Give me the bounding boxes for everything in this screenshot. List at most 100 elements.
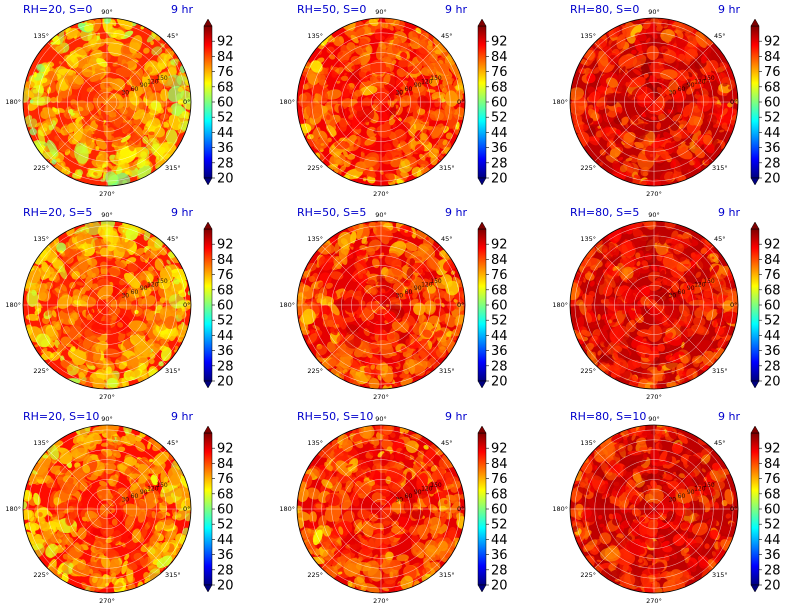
colorbar-tick-label: 92 (491, 35, 508, 50)
panel-time-label: 9 hr (171, 206, 193, 219)
polar-grid (570, 221, 738, 389)
radial-tick-label: 150 (703, 278, 715, 285)
angle-tick-label: 45° (441, 32, 453, 40)
angle-tick-label: 0° (183, 301, 190, 309)
polar-grid (23, 425, 191, 593)
polar-grid (23, 221, 191, 389)
colorbar-tick-label: 84 (491, 253, 508, 268)
radial-tick-label: 30 (395, 90, 403, 97)
colorbar-tick-label: 68 (491, 487, 508, 502)
angle-tick-label: 315° (165, 164, 181, 172)
radial-tick-label: 120 (694, 486, 706, 493)
colorbar-extend-max (477, 18, 487, 27)
colorbar-tick-label: 76 (764, 65, 781, 80)
colorbar-tick-label: 52 (217, 518, 234, 533)
panel-1: 3060901201500°45°90°135°180°225°270°315°… (5, 3, 233, 198)
angle-tick-label: 135° (307, 439, 323, 447)
radial-tick-label: 60 (678, 86, 686, 93)
colorbar-tick-label: 84 (217, 253, 234, 268)
colorbar-tick-label: 68 (491, 283, 508, 298)
angle-tick-label: 315° (712, 367, 728, 375)
angle-tick-label: 225° (580, 367, 596, 375)
colorbar-tick-label: 68 (764, 283, 781, 298)
colorbar-tick-label: 44 (217, 533, 234, 548)
panel-title: RH=20, S=0 (23, 3, 92, 16)
radial-tick-label: 120 (421, 282, 433, 289)
colorbar-tick-label: 76 (217, 472, 234, 487)
colorbar-tick-label: 68 (217, 283, 234, 298)
angle-tick-label: 90° (375, 211, 387, 219)
angle-tick-label: 180° (552, 301, 568, 309)
radial-tick-label: 90 (687, 82, 695, 89)
colorbar-tick-label: 76 (491, 268, 508, 283)
angle-tick-label: 135° (307, 32, 323, 40)
angle-tick-label: 180° (279, 505, 295, 513)
colorbar-tick-label: 52 (491, 111, 508, 126)
polar-outline (569, 17, 739, 187)
radial-tick-label: 150 (156, 278, 168, 285)
angle-tick-label: 315° (712, 571, 728, 579)
colorbar-tick-label: 68 (764, 80, 781, 95)
colorbar-tick-label: 68 (764, 487, 781, 502)
colorbar-tick-label: 68 (217, 80, 234, 95)
colorbar-extend-min (477, 380, 487, 389)
colorbar-tick-label: 28 (217, 563, 234, 578)
colorbar-tick-label: 60 (764, 299, 781, 314)
angle-tick-label: 180° (279, 98, 295, 106)
radial-tick-label: 30 (668, 293, 676, 300)
colorbar-tick-label: 44 (491, 329, 508, 344)
angle-tick-label: 225° (580, 571, 596, 579)
panel-7: 3060901201500°45°90°135°180°225°270°315°… (5, 410, 233, 605)
polar-grid (297, 425, 465, 593)
radial-tick-label: 90 (414, 489, 422, 496)
angle-tick-label: 225° (307, 164, 323, 172)
colorbar-tick-label: 44 (764, 126, 781, 141)
angle-tick-label: 90° (648, 8, 660, 16)
angle-tick-label: 180° (5, 301, 21, 309)
colorbar-tick-label: 60 (217, 503, 234, 518)
panel-5: 3060901201500°45°90°135°180°225°270°315°… (279, 206, 507, 401)
colorbar-tick-label: 52 (491, 518, 508, 533)
radial-tick-label: 150 (703, 75, 715, 82)
colorbar-tick-label: 92 (491, 442, 508, 457)
colorbar-extend-max (477, 425, 487, 434)
radial-tick-label: 60 (405, 289, 413, 296)
angle-tick-label: 0° (457, 505, 464, 513)
radial-tick-label: 150 (156, 75, 168, 82)
colorbar-extend-min (477, 584, 487, 593)
colorbar-tick-label: 52 (217, 314, 234, 329)
angle-tick-label: 225° (33, 571, 49, 579)
panel-3: 3060901201500°45°90°135°180°225°270°315°… (552, 3, 780, 198)
radial-tick-label: 120 (694, 282, 706, 289)
colorbar-tick-label: 76 (217, 65, 234, 80)
radial-tick-label: 90 (687, 285, 695, 292)
colorbar-tick-label: 20 (491, 375, 508, 390)
colorbar-tick-label: 36 (491, 141, 508, 156)
panel-time-label: 9 hr (171, 410, 193, 423)
colorbar-tick-label: 76 (491, 472, 508, 487)
radial-tick-label: 90 (414, 82, 422, 89)
angle-tick-label: 270° (373, 190, 389, 198)
polar-outline (569, 220, 739, 390)
colorbar-tick-label: 28 (764, 156, 781, 171)
colorbar-tick-label: 44 (491, 126, 508, 141)
colorbar-extend-max (477, 221, 487, 230)
angle-tick-label: 270° (373, 597, 389, 605)
polar-outline (22, 424, 192, 594)
angle-tick-label: 180° (279, 301, 295, 309)
radial-tick-label: 120 (147, 79, 159, 86)
angle-tick-label: 0° (730, 98, 737, 106)
colorbar-tick-label: 20 (217, 172, 234, 187)
radial-tick-label: 30 (395, 293, 403, 300)
angle-tick-label: 45° (167, 32, 179, 40)
colorbar-tick-label: 76 (217, 268, 234, 283)
polar-outline (296, 220, 466, 390)
colorbar-tick-label: 76 (764, 268, 781, 283)
angle-tick-label: 270° (646, 190, 662, 198)
panel-time-label: 9 hr (445, 206, 467, 219)
radial-tick-label: 90 (687, 489, 695, 496)
